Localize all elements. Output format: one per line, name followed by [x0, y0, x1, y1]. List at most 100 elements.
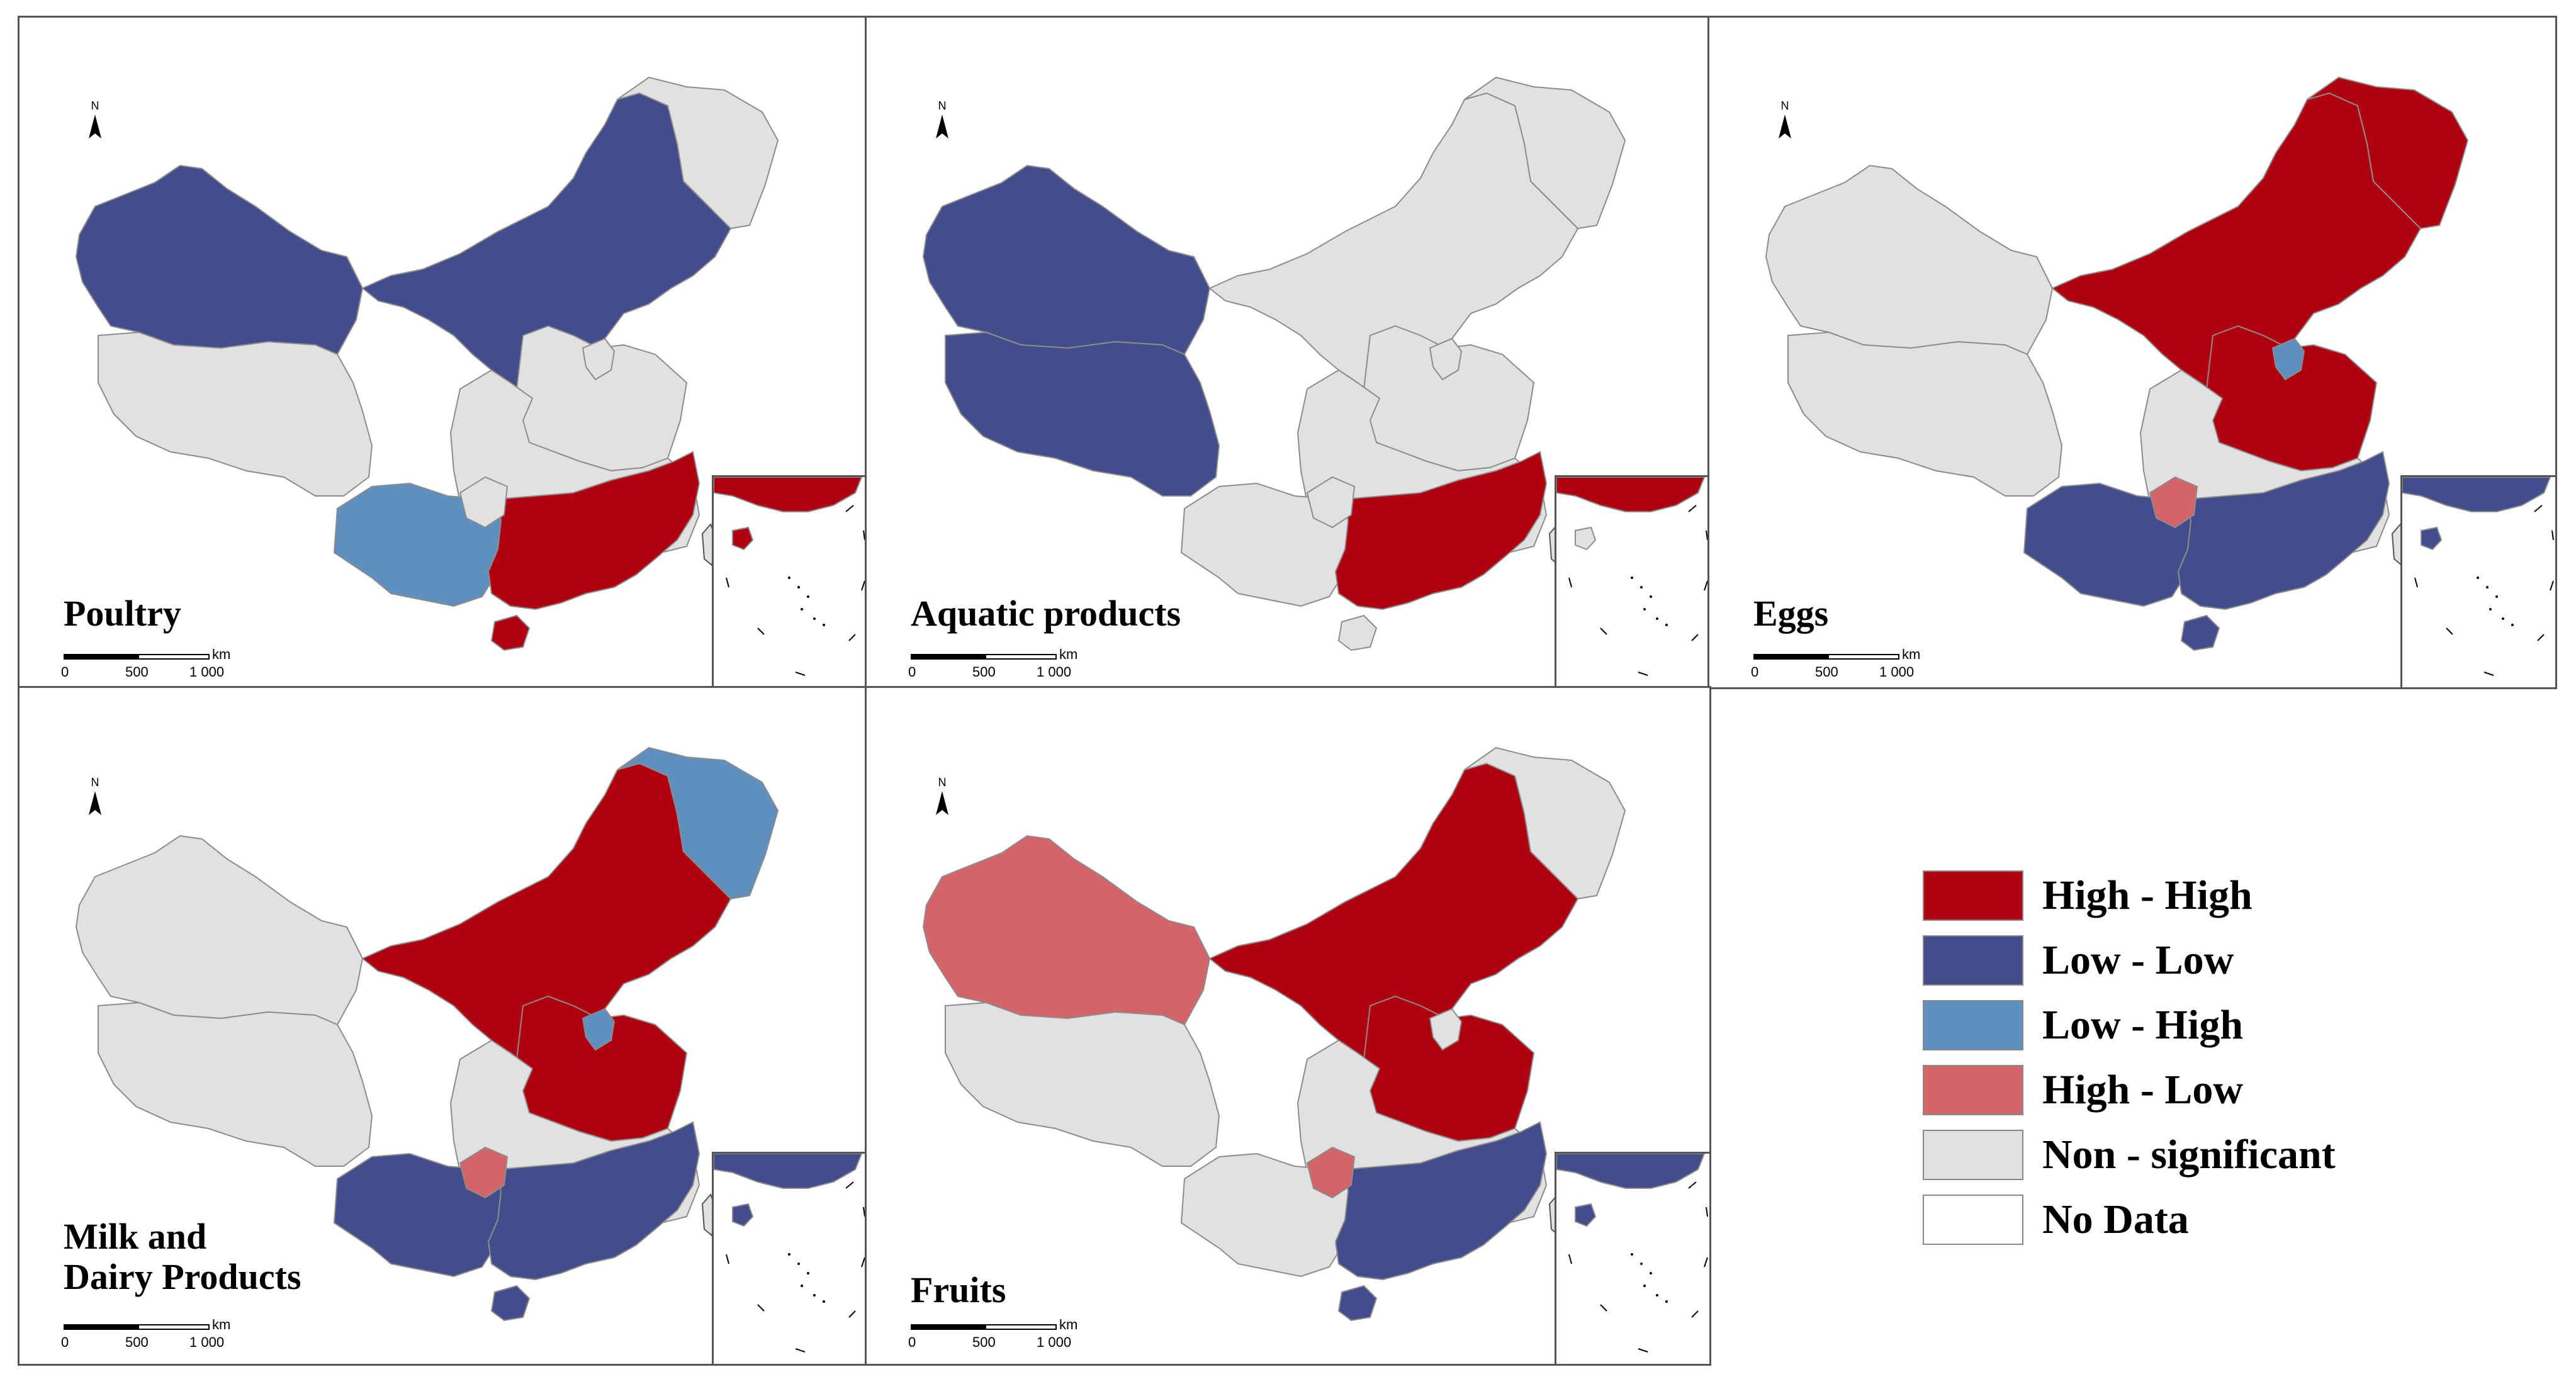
north-arrow-icon: N	[82, 776, 108, 833]
region-tibet	[945, 1001, 1220, 1167]
nine-dash-line-segment	[2537, 634, 2545, 641]
inset-hainan	[1575, 526, 1597, 551]
inset-coast	[714, 1154, 863, 1189]
island-dot	[801, 1285, 803, 1287]
map-panel-milk-and-dairy: N Milk and Dairy Products km 0 500 1 000	[18, 686, 869, 1366]
legend-swatch	[1923, 1065, 2023, 1115]
nine-dash-line-segment	[845, 505, 854, 512]
nine-dash-line-segment	[863, 530, 865, 541]
region-beijing-area	[582, 337, 616, 381]
island-dot	[2477, 577, 2479, 579]
legend-swatch	[1923, 870, 2023, 921]
region-hainan	[490, 614, 531, 651]
island-dot	[1640, 586, 1643, 588]
island-dot	[797, 586, 800, 588]
nine-dash-line-segment	[1600, 627, 1607, 635]
inset-coast	[1556, 1154, 1706, 1189]
nine-dash-line-segment	[1638, 672, 1648, 676]
china-map	[75, 76, 779, 651]
region-northeast	[617, 76, 779, 230]
region-hainan	[490, 1285, 531, 1322]
inset-coast	[2402, 477, 2551, 512]
region-northwest	[922, 164, 1211, 356]
nine-dash-line-segment	[1688, 1181, 1697, 1189]
region-north	[361, 762, 732, 1070]
region-south	[1334, 1121, 1548, 1281]
island-dot	[813, 617, 816, 620]
nine-dash-line-segment	[863, 1207, 865, 1217]
nine-dash-line-segment	[1600, 1304, 1607, 1312]
nine-dash-line-segment	[726, 1254, 729, 1264]
region-chongqing-area	[2149, 476, 2198, 529]
nine-dash-line-segment	[1706, 530, 1708, 541]
nine-dash-line-segment	[848, 1310, 856, 1318]
north-arrow-icon: N	[930, 776, 955, 833]
nine-dash-line-segment	[757, 627, 765, 635]
nine-dash-line-segment	[795, 672, 806, 676]
nine-dash-line-segment	[848, 634, 856, 641]
region-south	[2177, 451, 2390, 610]
region-northwest	[922, 835, 1211, 1026]
region-tibet	[1787, 331, 2063, 497]
region-hainan	[2180, 614, 2220, 651]
nine-dash-line-segment	[2550, 580, 2554, 591]
region-north	[361, 92, 732, 400]
nine-dash-line-segment	[2551, 530, 2554, 541]
map-panel-poultry: N Poultry km 0 500 1 000	[18, 16, 869, 689]
island-dot	[788, 577, 790, 579]
scale-bar: km 0 500 1 000	[1751, 646, 1921, 680]
nine-dash-line-segment	[757, 1304, 765, 1312]
island-dot	[1643, 1285, 1646, 1287]
region-northeast	[1464, 746, 1626, 900]
south-china-sea-inset	[1555, 475, 1709, 687]
nine-dash-line-segment	[2446, 627, 2453, 635]
region-south	[1334, 451, 1548, 610]
nine-dash-line-segment	[1638, 1348, 1648, 1353]
region-northwest	[1765, 164, 2054, 356]
china-map	[75, 746, 779, 1322]
inset-hainan	[732, 1203, 754, 1227]
island-dot	[1643, 608, 1646, 610]
island-dot	[813, 1294, 816, 1297]
nine-dash-line-segment	[726, 577, 729, 588]
island-dot	[2495, 595, 2498, 598]
region-northeast	[1464, 76, 1626, 230]
region-hainan	[1337, 1285, 1378, 1322]
region-north	[1208, 762, 1579, 1070]
nine-dash-line-segment	[1691, 634, 1699, 641]
panel-title: Milk and Dairy Products	[64, 1216, 301, 1297]
region-chongqing-area	[459, 1146, 509, 1199]
south-china-sea-inset	[712, 475, 867, 687]
region-northeast	[2307, 76, 2469, 230]
island-dot	[1665, 1300, 1668, 1303]
map-panel-fruits: N Fruits km 0 500 1 000	[865, 686, 1711, 1366]
map-panel-aquatic-products: N Aquatic products km 0 500 1 000	[865, 16, 1711, 689]
region-hainan	[1337, 614, 1378, 651]
island-dot	[1631, 577, 1633, 579]
island-dot	[2511, 624, 2514, 626]
north-arrow-icon: N	[82, 99, 108, 156]
island-dot	[2486, 586, 2489, 588]
inset-hainan	[1575, 1203, 1597, 1227]
region-south	[487, 1121, 700, 1281]
scale-bar: km 0 500 1 000	[908, 1317, 1078, 1350]
island-dot	[823, 624, 825, 626]
panel-title: Fruits	[911, 1269, 1006, 1310]
north-arrow-icon: N	[1772, 99, 1797, 156]
region-chongqing-area	[459, 476, 509, 529]
island-dot	[807, 595, 809, 598]
island-dot	[2502, 617, 2504, 620]
nine-dash-line-segment	[2414, 577, 2418, 588]
island-dot	[801, 608, 803, 610]
region-chongqing-area	[1306, 1146, 1356, 1199]
legend-swatch	[1923, 1000, 2023, 1050]
panel-title: Aquatic products	[911, 593, 1181, 634]
south-china-sea-inset	[712, 1152, 867, 1364]
scale-bar: km 0 500 1 000	[908, 646, 1078, 680]
legend-swatch	[1923, 1130, 2023, 1180]
nine-dash-line-segment	[1706, 1207, 1708, 1217]
island-dot	[1665, 624, 1668, 626]
island-dot	[1656, 1294, 1658, 1297]
legend-swatch	[1923, 1195, 2023, 1245]
inset-hainan	[2421, 526, 2443, 551]
